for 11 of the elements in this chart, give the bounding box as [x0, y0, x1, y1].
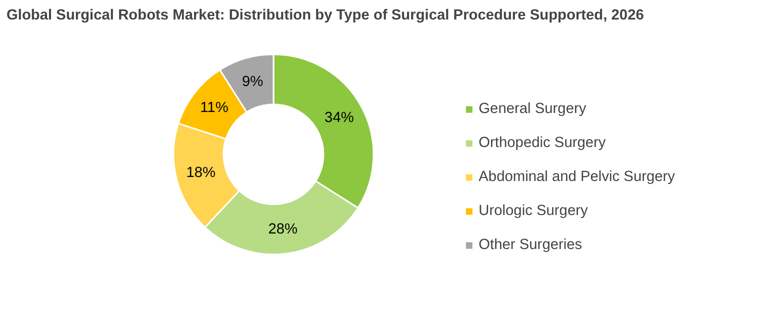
data-label: 18% [186, 165, 216, 182]
data-label: 28% [268, 221, 298, 238]
data-label: 34% [324, 110, 354, 126]
legend-label: General Surgery [478, 100, 586, 116]
data-label: 11% [200, 100, 228, 116]
legend-label: Abdominal and Pelvic Surgery [478, 168, 675, 184]
legend-label: Orthopedic Surgery [478, 134, 606, 150]
data-label: 9% [242, 74, 264, 90]
chart-title: Global Surgical Robots Market: Distribution by Type of Surgical Procedure Supported, 2026 [6, 8, 644, 24]
legend-label: Urologic Surgery [478, 202, 588, 218]
legend-label: Other Surgeries [478, 236, 582, 252]
